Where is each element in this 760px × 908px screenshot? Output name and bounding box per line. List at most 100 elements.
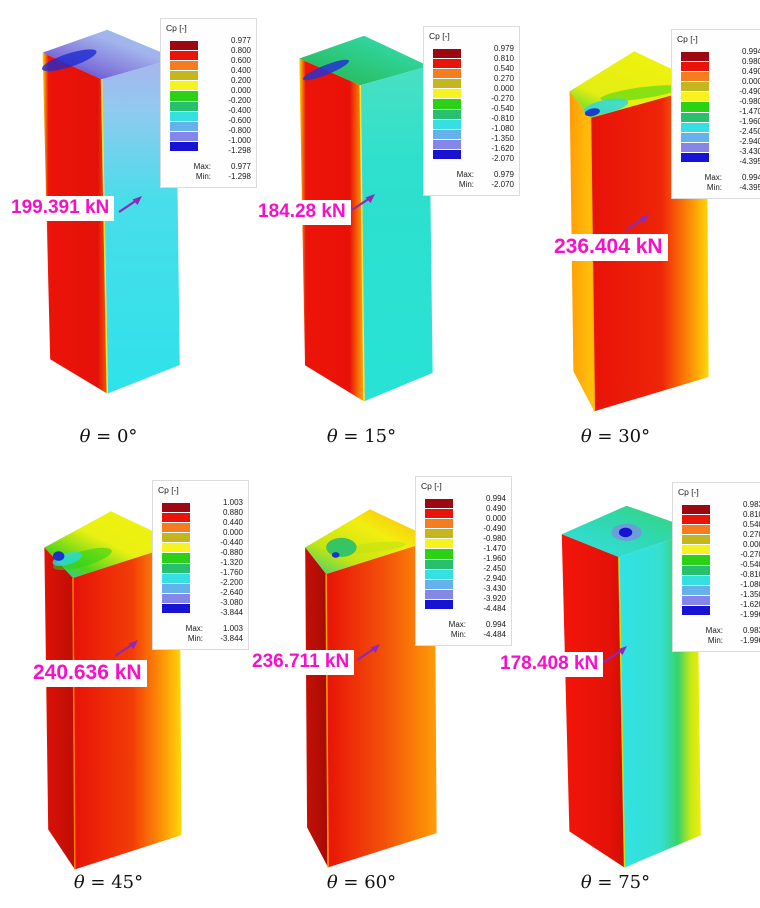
- caption-angle: = 60°: [337, 872, 397, 893]
- tower-front-edge: [359, 85, 365, 402]
- top-face-vortex-spot: [41, 49, 97, 72]
- tower-windward-face: [44, 547, 75, 870]
- colorbar-title: Cp [-]: [166, 23, 187, 33]
- legend-boundary-value: -4.395: [739, 157, 760, 166]
- legend-boundary-value: -1.470: [739, 107, 760, 116]
- legend-boundary-value: 0.540: [742, 520, 760, 529]
- tower-windward-face: [42, 52, 108, 394]
- legend-boundary-value: -1.000: [228, 136, 251, 145]
- legend-boundary-value: -3.430: [483, 584, 506, 593]
- legend-swatch: [425, 559, 453, 569]
- legend-boundary-value: -0.270: [491, 94, 514, 103]
- max-label: Max:: [456, 170, 474, 179]
- legend-swatch: [162, 563, 190, 573]
- min-label: Min:: [195, 172, 211, 181]
- legend-swatch: [162, 533, 190, 543]
- force-value-label: 236.711 kN: [247, 650, 355, 675]
- min-label: Min:: [450, 630, 466, 639]
- colorbar-swatches: [681, 52, 709, 163]
- panel-caption: θ = 75°: [513, 872, 718, 893]
- legend-swatch: [682, 555, 710, 565]
- legend-swatch: [170, 91, 198, 101]
- legend-swatch: [433, 149, 461, 160]
- legend-swatch: [681, 132, 709, 142]
- legend-swatch: [425, 499, 453, 509]
- max-value: 0.994: [741, 173, 760, 182]
- tower-front-edge: [100, 79, 109, 394]
- legend-swatch: [433, 79, 461, 89]
- legend-swatch: [682, 595, 710, 605]
- cp-colorbar-legend: Cp [-] 0.994 0.490 0.000 -0.490 -0.980 -1.470…: [415, 476, 512, 646]
- colorbar-values: 0.9830.8100.5400.2700.000-0.270-0.540-0.…: [723, 500, 760, 620]
- colorbar-maxmin: Max: 0.977 Min: -1.298: [166, 162, 251, 182]
- legend-boundary-value: 0.980: [741, 57, 760, 66]
- caption-angle: = 30°: [591, 426, 651, 447]
- force-arrow-icon: [603, 646, 628, 663]
- legend-swatch: [162, 573, 190, 583]
- max-label: Max:: [704, 173, 722, 182]
- legend-swatch: [681, 72, 709, 82]
- legend-boundary-value: 1.003: [222, 498, 243, 507]
- legend-boundary-value: -2.640: [220, 588, 243, 597]
- colorbar-swatches: [425, 499, 453, 610]
- cp-colorbar-legend: Cp [-] 0.9830.8100.5400.2700.000-0.270-0…: [672, 482, 760, 652]
- legend-swatch: [162, 603, 190, 614]
- min-label: Min:: [458, 180, 474, 189]
- legend-swatch: [425, 519, 453, 529]
- colorbar-body: 0.9830.8100.5400.2700.000-0.270-0.540-0.…: [678, 500, 760, 620]
- colorbar-values: 0.994 0.490 0.000 -0.490 -0.980 -1.470 -1.960-…: [466, 494, 506, 614]
- colorbar-maxmin: Max: 0.979 Min: -2.070: [429, 170, 514, 190]
- cp-colorbar-legend: Cp [-] 0.994 0.980 0.490 0.000 -0.490 -0.980-…: [671, 29, 760, 199]
- legend-swatch: [425, 529, 453, 539]
- legend-swatch: [170, 111, 198, 121]
- colorbar-swatches: [433, 49, 461, 160]
- caption-angle: = 15°: [337, 426, 397, 447]
- legend-swatch: [425, 509, 453, 519]
- colorbar-swatches: [170, 41, 198, 152]
- legend-boundary-value: -1.996: [740, 610, 760, 619]
- tower-front-edge: [618, 557, 626, 868]
- legend-swatch: [681, 92, 709, 102]
- legend-swatch: [425, 599, 453, 610]
- legend-boundary-value: -1.298: [228, 146, 251, 155]
- legend-swatch: [681, 142, 709, 152]
- legend-boundary-value: -1.470: [483, 544, 506, 553]
- min-value: -2.070: [491, 180, 514, 189]
- legend-swatch: [170, 51, 198, 61]
- top-face-vortex-spot: [52, 551, 65, 561]
- theta-symbol: θ: [580, 426, 592, 447]
- force-annotation: 178.408 kN: [495, 646, 628, 677]
- min-value: -4.484: [483, 630, 506, 639]
- legend-boundary-value: -0.490: [739, 87, 760, 96]
- legend-swatch: [681, 102, 709, 112]
- legend-swatch: [162, 543, 190, 553]
- colorbar-maxmin: Max: 0.994 Min: -4.395: [677, 173, 760, 193]
- max-label: Max:: [193, 162, 211, 171]
- legend-swatch: [425, 569, 453, 579]
- legend-boundary-value: -0.880: [220, 548, 243, 557]
- panel-caption: θ = 0°: [6, 426, 211, 447]
- legend-boundary-value: 0.490: [485, 504, 506, 513]
- force-annotation: 184.28 kN: [253, 194, 375, 225]
- top-face-vortex-spot: [331, 552, 340, 558]
- tower-front-edge: [72, 577, 76, 870]
- force-arrow-icon: [356, 644, 381, 661]
- tower-windward-face: [305, 547, 329, 868]
- legend-boundary-value: -1.320: [220, 558, 243, 567]
- cfd-panel: Cp [-] 0.977 0.800 0.600 0.400 0.200 0.000 -0.…: [0, 0, 257, 468]
- legend-swatch: [425, 549, 453, 559]
- pressure-contour-tower: [299, 35, 433, 402]
- legend-swatch: [682, 605, 710, 616]
- legend-boundary-value: 0.994: [741, 47, 760, 56]
- legend-swatch: [433, 59, 461, 69]
- top-face-vortex-spot: [52, 552, 82, 566]
- tower-top-face: [42, 29, 176, 80]
- legend-boundary-value: -2.940: [483, 574, 506, 583]
- legend-swatch: [162, 523, 190, 533]
- tower-top-face: [299, 35, 429, 86]
- force-arrow-icon: [118, 196, 143, 213]
- legend-boundary-value: 0.490: [741, 67, 760, 76]
- legend-swatch: [682, 545, 710, 555]
- legend-boundary-value: 0.810: [493, 54, 514, 63]
